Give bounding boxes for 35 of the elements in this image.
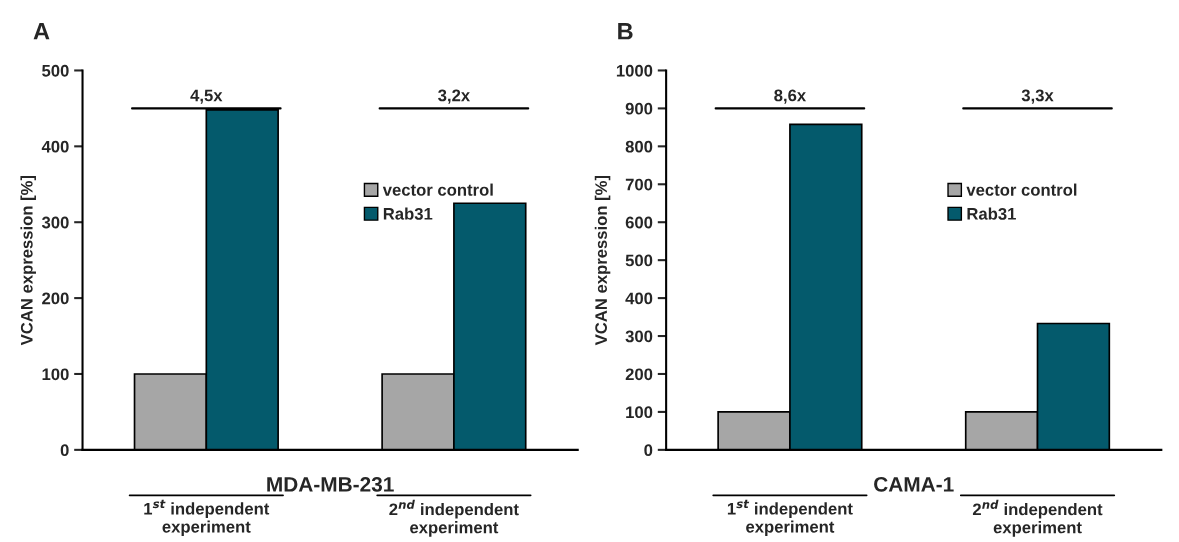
y-tick-label: 800 [625,140,653,153]
y-tick-label: 100 [42,368,69,381]
chart-title: A [33,23,50,40]
y-tick-label: 300 [625,330,653,343]
x-tick-label: 1$^{st}$ independent experiment [144,499,270,536]
y-tick-label: 600 [625,216,653,229]
y-tick-label: 500 [42,64,69,77]
y-tick-label: 400 [41,140,69,153]
x-axis-title: MDA-MB-231 [267,476,394,492]
y-tick-label: 900 [625,102,653,115]
y-tick-label: 200 [42,292,69,305]
annotation: 3,3x [1021,89,1054,104]
y-tick-label: 300 [41,216,69,229]
y-tick-label: 1000 [616,64,653,77]
y-tick-label: 100 [626,406,653,419]
annotation: 8,6x [774,89,807,104]
x-tick-label: 2$^{nd}$ independent experiment [972,499,1103,537]
y-tick-label: 500 [625,254,653,267]
y-tick-label: 200 [625,368,653,381]
y-tick-label: 0 [60,444,69,457]
x-tick-label: 1$^{st}$ independent experiment [727,499,853,536]
chart-title: B [618,23,633,40]
legend-label: Rab31 [967,207,1016,220]
annotation: 3,2x [438,89,471,104]
legend-label: vector control [382,183,493,196]
annotation: 4,5x [190,89,223,104]
x-tick-label: 2$^{nd}$ independent experiment [389,499,519,537]
legend-label: Rab31 [383,207,433,220]
y-tick-label: 0 [644,444,653,457]
y-tick-label: 400 [625,292,653,305]
y-axis-title: VCAN expression [%] [20,175,36,346]
y-axis-title: VCAN expression [%] [594,175,611,346]
x-axis-title: CAMA-1 [874,476,954,492]
y-tick-label: 700 [625,178,653,191]
legend-label: vector control [966,183,1077,196]
